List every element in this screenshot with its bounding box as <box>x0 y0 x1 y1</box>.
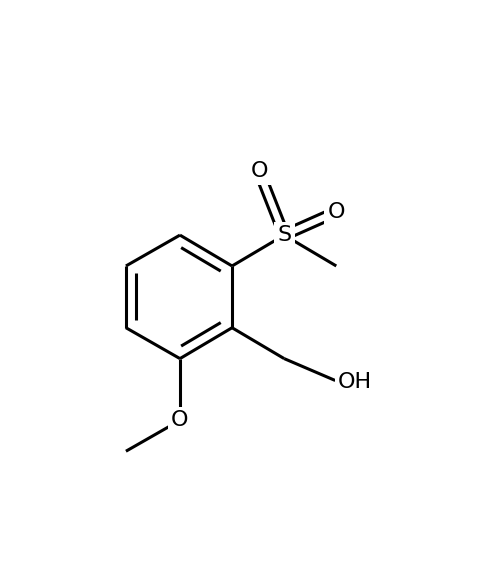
Text: O: O <box>328 202 345 222</box>
Text: O: O <box>171 411 189 430</box>
Text: OH: OH <box>338 372 373 392</box>
Text: S: S <box>277 225 291 245</box>
Text: O: O <box>250 161 268 182</box>
